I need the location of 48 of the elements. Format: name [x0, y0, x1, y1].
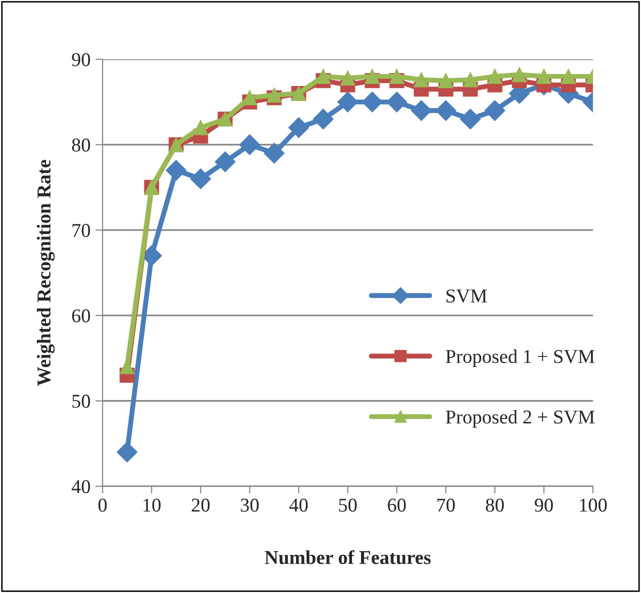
x-tick-label: 50: [339, 498, 357, 512]
point: [288, 117, 310, 138]
legend-label: Proposed 2 + SVM: [446, 410, 594, 428]
x-tick-label: 70: [437, 498, 455, 512]
point: [116, 442, 138, 462]
point: [512, 67, 527, 82]
point: [316, 68, 331, 84]
point: [214, 151, 236, 172]
x-tick-label: 60: [388, 498, 406, 512]
point: [337, 92, 358, 112]
x-tick-label: 90: [534, 498, 553, 512]
point: [389, 68, 404, 84]
x-tick-label: 0: [98, 498, 107, 512]
point: [386, 92, 408, 112]
point: [340, 70, 356, 86]
y-tick-label: 50: [72, 394, 90, 408]
point: [438, 73, 454, 88]
point: [362, 92, 383, 112]
point: [560, 68, 576, 84]
x-tick-label: 100: [580, 498, 607, 512]
legend-label: SVM: [446, 290, 487, 303]
y-axis-title: Weighted Recognition Rate: [36, 160, 55, 386]
point: [364, 68, 380, 84]
y-tick-label: 90: [72, 53, 90, 66]
point: [410, 100, 432, 121]
y-tick-label: 60: [72, 309, 90, 322]
point: [190, 168, 211, 190]
x-tick-label: 20: [192, 498, 210, 512]
point: [264, 142, 285, 164]
point: [487, 68, 502, 84]
x-axis-title: Number of Features: [264, 550, 431, 564]
y-tick-label: 80: [72, 138, 90, 152]
x-tick-label: 80: [486, 498, 504, 512]
y-tick-label: 40: [72, 480, 90, 494]
point: [414, 72, 429, 88]
point: [462, 72, 478, 88]
x-tick-label: 10: [144, 498, 161, 512]
point: [239, 134, 260, 156]
point: [166, 160, 186, 181]
point: [536, 68, 552, 84]
x-tick-label: 40: [289, 498, 308, 512]
point: [460, 108, 481, 130]
point: [193, 120, 208, 136]
point: [312, 108, 334, 130]
legend-label: Proposed 1 + SVM: [446, 349, 594, 368]
x-tick-label: 30: [240, 498, 259, 512]
y-tick-label: 70: [72, 224, 90, 238]
point: [484, 100, 506, 121]
